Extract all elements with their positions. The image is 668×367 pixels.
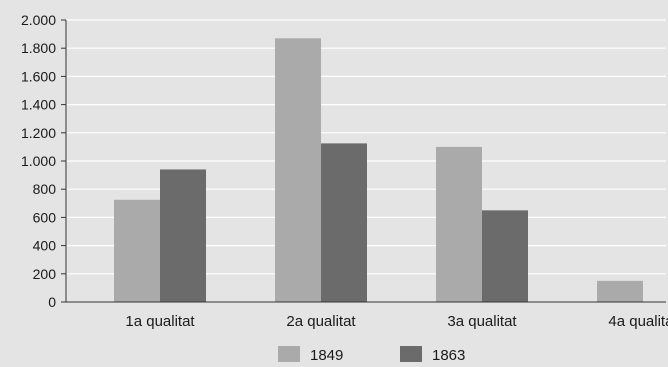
bar-1849-1: [114, 199, 160, 302]
bar-1849-4: [597, 280, 643, 302]
y-tick-label: 200: [33, 266, 57, 282]
x-category-label: 2a qualitat: [286, 313, 356, 330]
legend-label-1863: 1863: [432, 347, 465, 364]
x-axis-category-labels: 1a qualitat 2a qualitat 3a qualitat 4a qual…: [125, 313, 668, 330]
bar-1863-1: [160, 169, 206, 302]
legend-swatch-1849: [278, 346, 300, 362]
bar-1849-2: [275, 38, 321, 303]
x-category-label: 1a qualitat: [125, 313, 195, 330]
y-tick-label: 1.400: [21, 97, 56, 113]
legend-label-1849: 1849: [310, 347, 343, 364]
y-tick-label: 1.600: [21, 68, 56, 84]
y-tick-label: 400: [33, 238, 57, 254]
y-tick-label: 1.200: [21, 125, 56, 141]
y-tick-label: 800: [33, 181, 57, 197]
y-axis-tick-labels: 0 200 400 600 800 1.000 1.200 1.400 1.600 1.800 2.…: [21, 12, 66, 310]
y-tick-label: 600: [33, 209, 57, 225]
x-category-label: 3a qualitat: [447, 313, 517, 330]
legend: 1849 1863: [278, 346, 465, 364]
x-category-label: 4a qualitat: [608, 313, 668, 330]
y-tick-label: 1.800: [21, 40, 56, 56]
y-tick-label: 2.000: [21, 12, 56, 28]
bar-1863-3: [482, 210, 528, 302]
y-tick-label: 0: [48, 294, 56, 310]
bar-1849-3: [436, 146, 482, 302]
bar-1863-2: [321, 143, 367, 302]
legend-swatch-1863: [400, 346, 422, 362]
y-tick-label: 1.000: [21, 153, 56, 169]
bars: [114, 38, 643, 303]
